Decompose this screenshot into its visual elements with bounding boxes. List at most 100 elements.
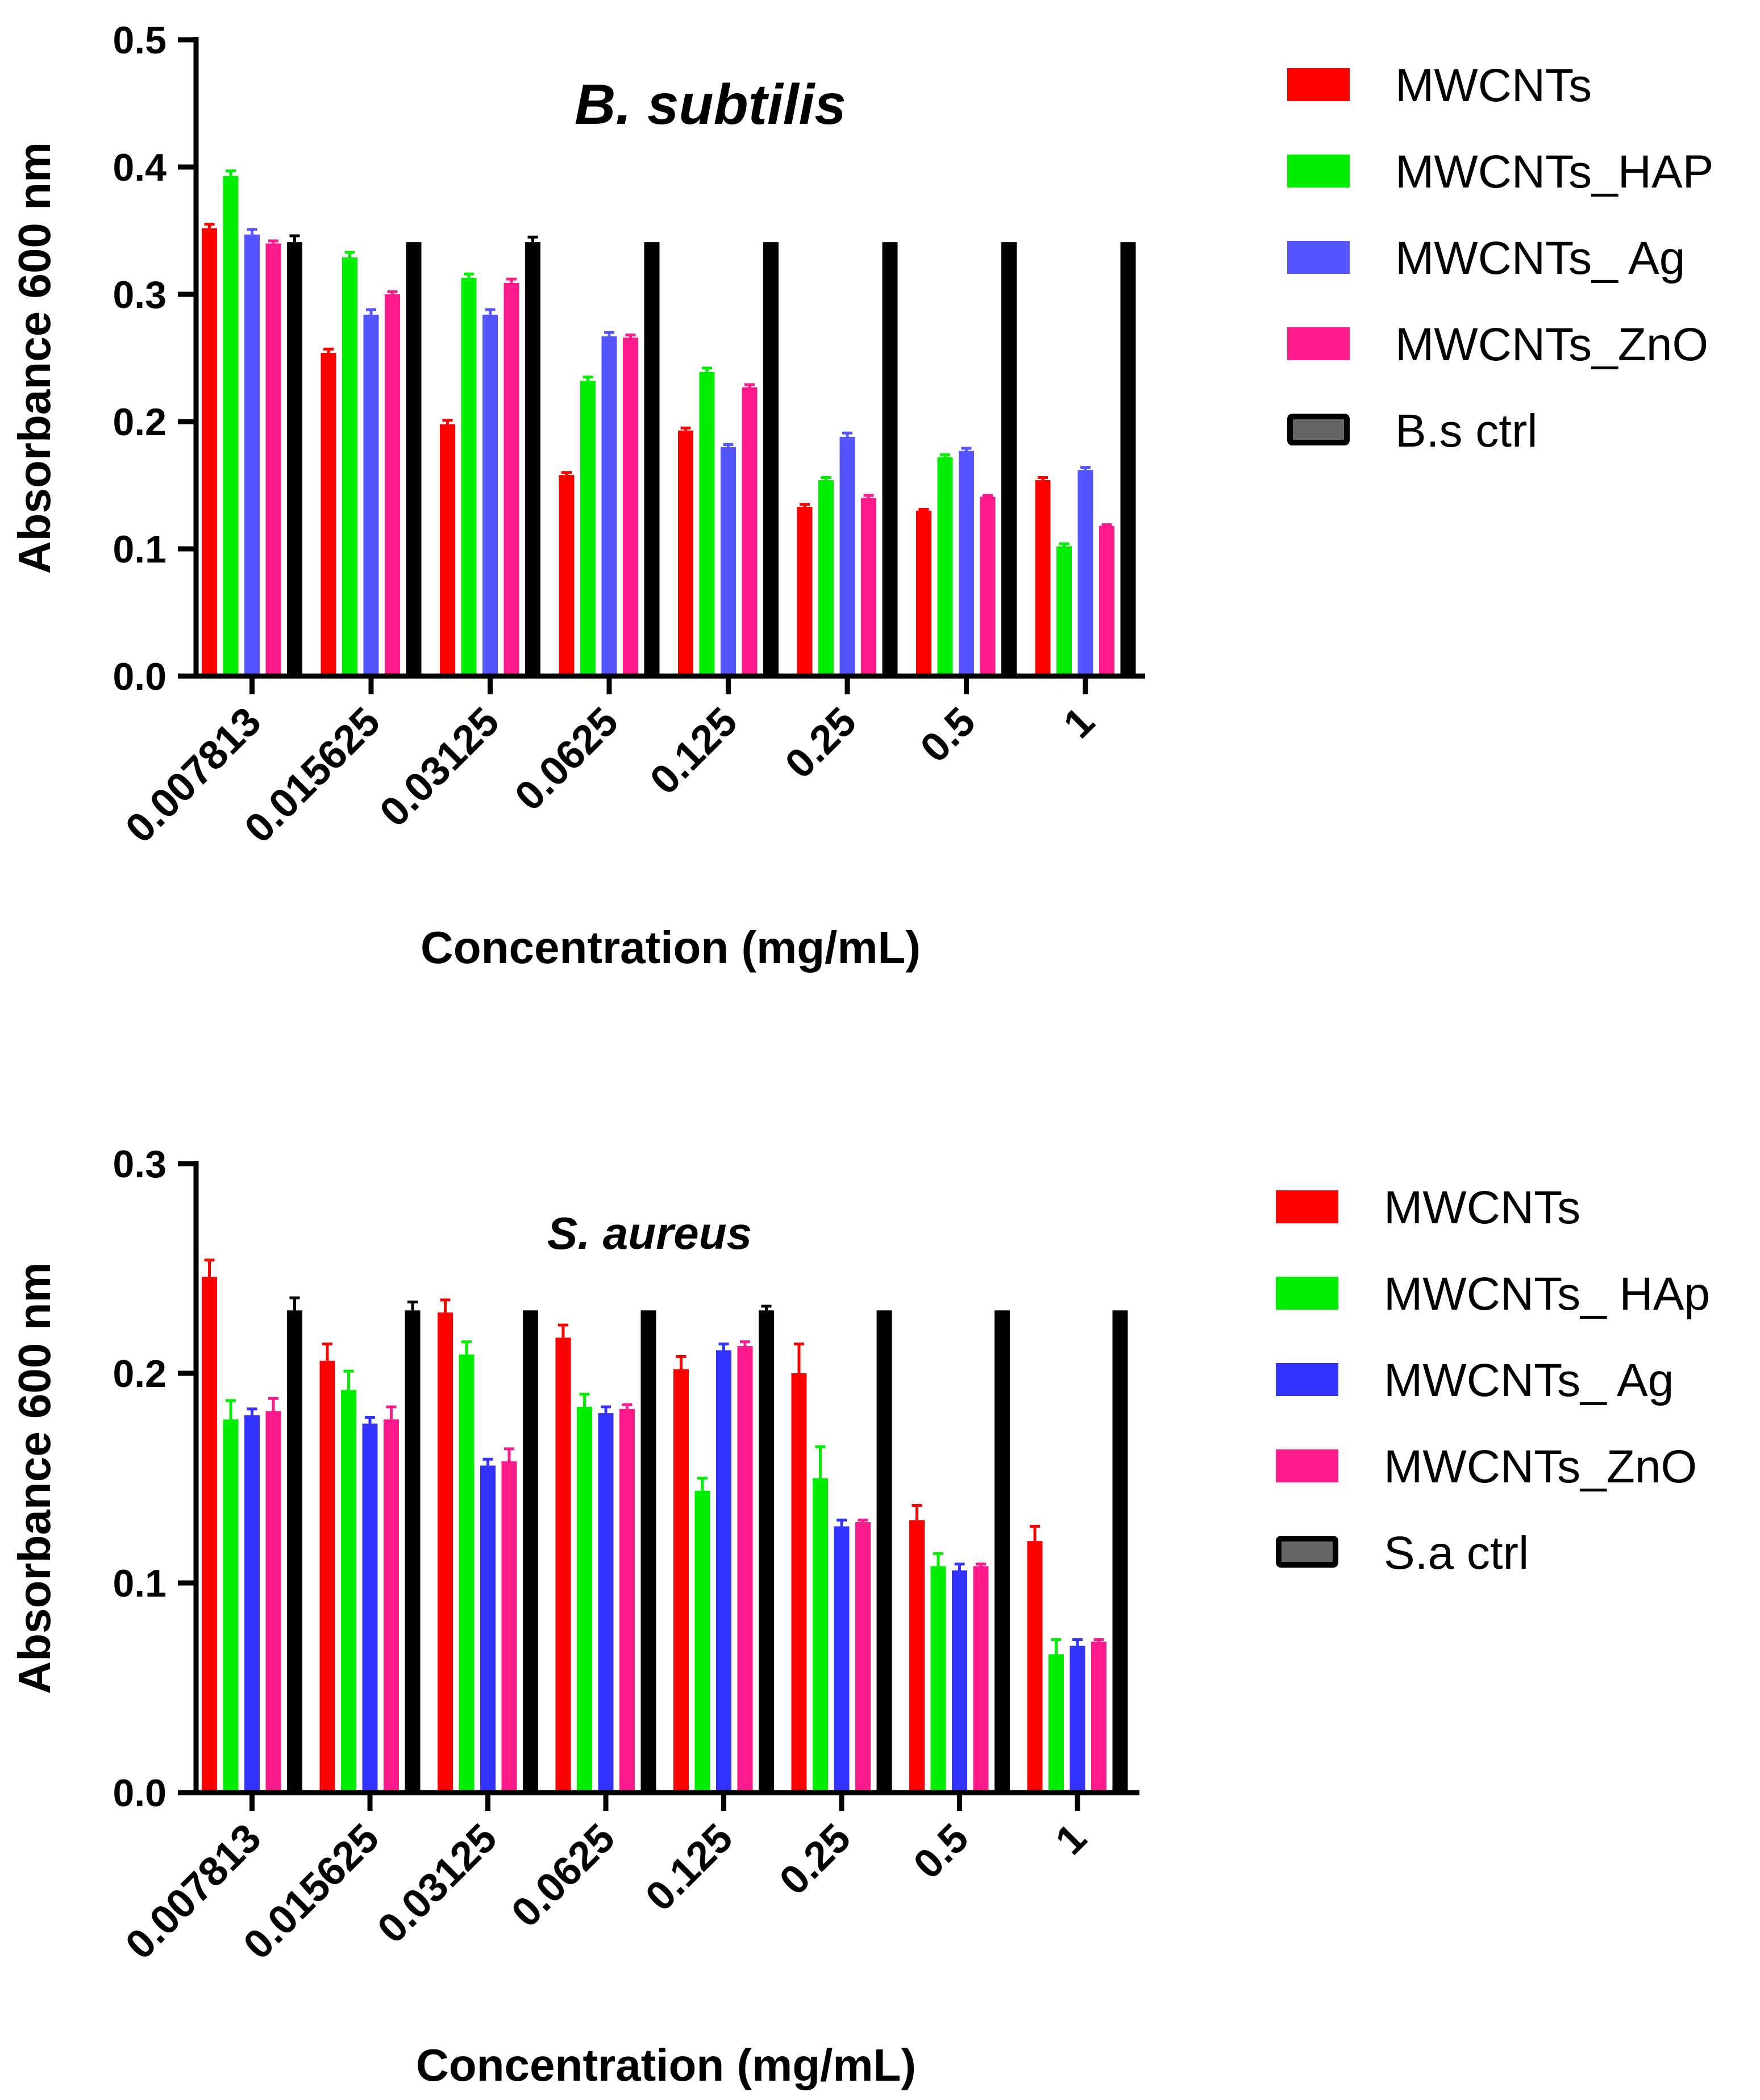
bar (678, 430, 693, 676)
bar (1027, 1541, 1043, 1793)
bar (1099, 526, 1114, 676)
legend-swatch (1287, 155, 1350, 188)
x-tick-label: 0.0625 (506, 699, 627, 819)
bar (721, 447, 736, 676)
legend: MWCNTs MWCNTs_ HAp MWCNTs_ Ag MWCNTs_ZnO S.a… (1276, 1182, 1710, 1579)
legend-swatch (1276, 1536, 1338, 1568)
series-1 (202, 1259, 1043, 1793)
bar (640, 1310, 656, 1793)
chart-2: S. aureus0.00.10.20.30.0078130.0156250.0… (9, 1143, 1710, 2090)
legend-swatch (1276, 1277, 1338, 1310)
bar (244, 234, 260, 677)
bar (577, 1407, 592, 1793)
x-tick-label: 0.25 (777, 699, 866, 788)
bar (202, 1277, 217, 1793)
bar (909, 1520, 925, 1793)
bar (813, 1478, 828, 1793)
bar (673, 1369, 689, 1793)
y-axis-title: Absorbance 600 nm (9, 1262, 60, 1694)
bar (523, 1310, 538, 1793)
bar (385, 294, 400, 676)
legend: MWCNTs MWCNTs_HAP MWCNTs_ Ag MWCNTs_ZnO B.s … (1287, 60, 1713, 457)
bar (461, 277, 477, 676)
series-3 (244, 1342, 1085, 1793)
bar (980, 497, 996, 676)
y-tick-label: 0.2 (113, 401, 167, 444)
bar (265, 243, 281, 676)
x-tick-label: 0.03125 (369, 1815, 506, 1952)
bar (244, 1415, 260, 1793)
bar (1048, 1654, 1064, 1793)
bar (952, 1570, 967, 1793)
bar (223, 1419, 239, 1793)
bar (559, 475, 575, 676)
bar (699, 372, 715, 676)
bar (916, 510, 931, 676)
legend-label: MWCNTs_ZnO (1395, 319, 1708, 370)
bar (525, 242, 540, 676)
bar (930, 1566, 946, 1793)
legend-swatch (1287, 414, 1350, 445)
bar (876, 1310, 892, 1793)
bar (580, 381, 596, 676)
bar (406, 242, 422, 676)
legend-swatch (1276, 1449, 1338, 1482)
bar (287, 242, 302, 676)
bar (459, 1354, 475, 1793)
bar (482, 314, 498, 676)
legend-label: MWCNTs (1395, 60, 1592, 111)
bar (319, 1360, 335, 1793)
bar (937, 457, 953, 676)
legend-swatch (1287, 327, 1350, 360)
series-3 (244, 228, 1093, 677)
bar (342, 257, 357, 676)
bar (384, 1419, 399, 1793)
y-tick-label: 0.3 (113, 273, 167, 316)
bar (363, 314, 379, 676)
legend-swatch (1276, 1190, 1338, 1223)
bar (321, 353, 336, 676)
bar (341, 1390, 356, 1793)
bar (480, 1465, 496, 1793)
bar (973, 1566, 989, 1793)
bar (504, 282, 519, 677)
bar (501, 1461, 517, 1793)
bar (1035, 480, 1051, 676)
series-5 (287, 1296, 1128, 1793)
bar (959, 451, 974, 676)
bar (855, 1522, 871, 1793)
bar (598, 1413, 614, 1793)
bar (839, 436, 855, 676)
y-tick-label: 0.0 (113, 1772, 167, 1815)
bar (861, 498, 876, 676)
legend-label: MWCNTs_ZnO (1384, 1441, 1697, 1493)
y-tick-label: 0.5 (113, 19, 167, 62)
bar (1120, 242, 1136, 676)
bar (763, 242, 779, 676)
bar (623, 338, 638, 676)
y-tick-label: 0.0 (113, 655, 167, 698)
bar (644, 242, 660, 676)
bar (440, 424, 455, 676)
bar (742, 387, 758, 676)
series-4 (265, 239, 1114, 677)
bar (265, 1411, 281, 1793)
y-tick-label: 0.2 (113, 1352, 167, 1395)
series-5 (287, 234, 1136, 676)
bar (759, 1310, 774, 1793)
y-tick-label: 0.4 (113, 146, 167, 189)
series-4 (265, 1340, 1106, 1793)
bar (834, 1526, 850, 1793)
legend-label: B.s ctrl (1395, 405, 1538, 457)
bar (737, 1346, 753, 1793)
bar (716, 1350, 731, 1793)
y-axis-title: Absorbance 600 nm (9, 142, 60, 574)
legend-swatch (1287, 241, 1350, 274)
y-tick-label: 0.3 (113, 1143, 167, 1186)
bar (882, 242, 898, 676)
x-axis-title: Concentration (mg/mL) (421, 922, 921, 973)
x-tick-label: 1 (1047, 1815, 1095, 1864)
legend-label: MWCNTs (1384, 1182, 1580, 1234)
chart-title: B. subtilis (575, 73, 846, 136)
legend-label: MWCNTs_ HAp (1384, 1268, 1710, 1320)
